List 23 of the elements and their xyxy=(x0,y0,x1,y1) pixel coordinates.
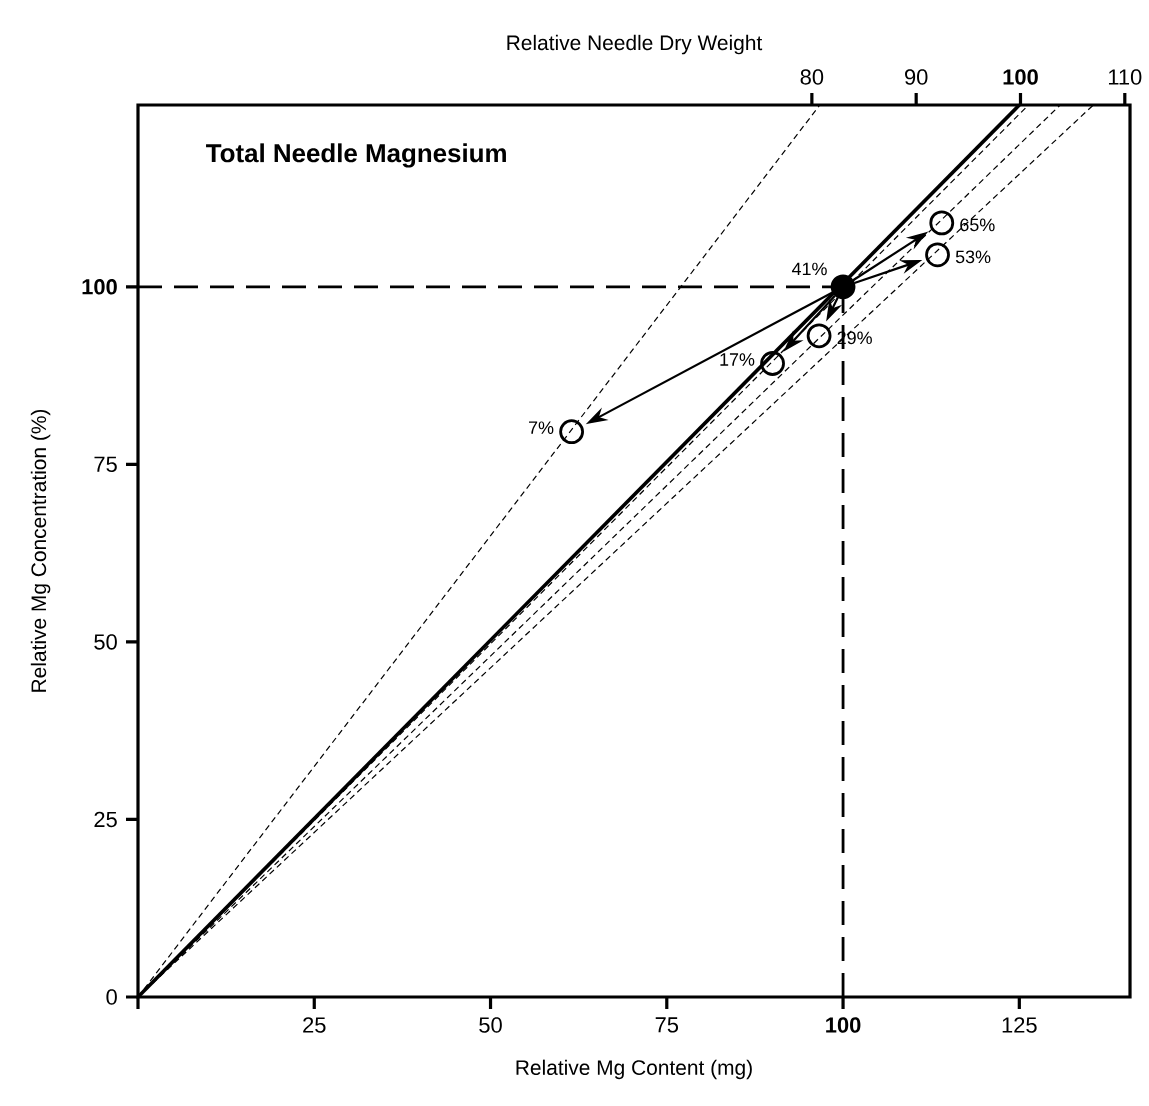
x-tick-label: 125 xyxy=(1002,1017,1037,1033)
y-tick-label: 0 xyxy=(106,989,117,1005)
x2-tick-label: 80 xyxy=(800,69,824,85)
y-tick-label: 25 xyxy=(94,811,117,828)
x-tick-label: 25 xyxy=(303,1017,326,1033)
x2-axis-title: Relative Needle Dry Weight xyxy=(507,34,763,55)
annotation: 41% xyxy=(791,262,827,276)
y-axis-title: Relative Mg Concentration (%) xyxy=(30,409,51,692)
x-tick-label: 75 xyxy=(655,1017,679,1033)
x-axis-title: Relative Mg Content (mg) xyxy=(516,1059,752,1080)
annotation: 17% xyxy=(720,353,755,366)
y-tick-label: 50 xyxy=(94,634,117,650)
x-tick-label: 100 xyxy=(826,1017,861,1033)
annotation: 53% xyxy=(955,250,991,264)
x2-tick-label: 100 xyxy=(1003,69,1038,85)
y-tick-label: 100 xyxy=(82,279,117,295)
annotation: 7% xyxy=(529,421,554,434)
x2-tick-label: 110 xyxy=(1108,69,1142,85)
text: Total Needle Magnesium xyxy=(206,143,506,168)
annotation: 65% xyxy=(960,218,995,232)
x-tick-label: 50 xyxy=(479,1017,502,1033)
y-tick-label: 75 xyxy=(94,456,117,472)
x2-tick-label: 90 xyxy=(905,69,928,85)
